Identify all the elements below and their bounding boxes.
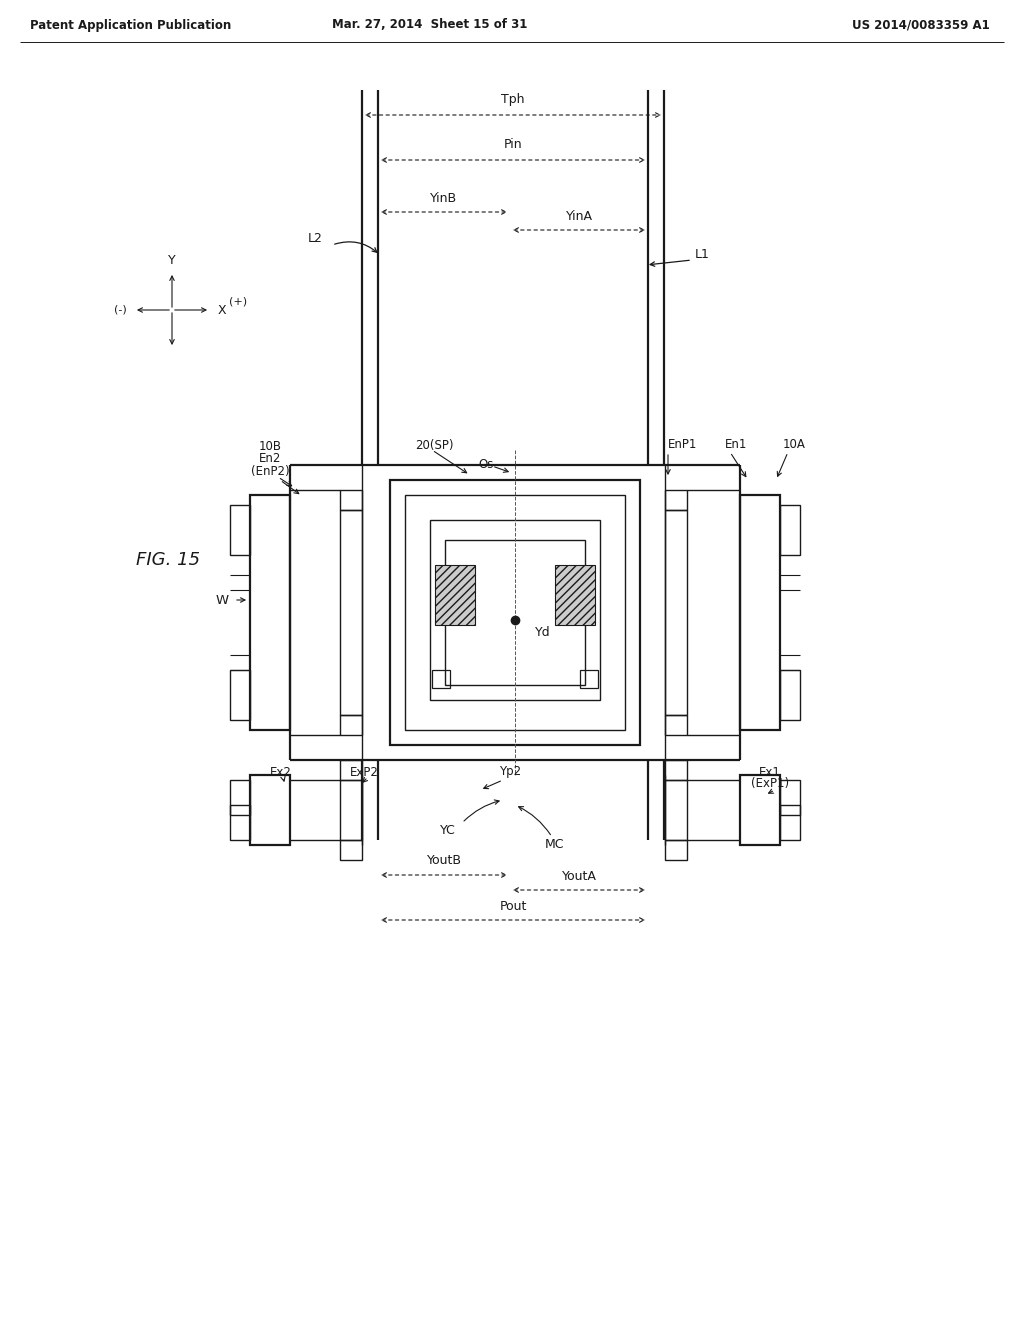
Text: Pout: Pout (500, 899, 526, 912)
Bar (390, 480, 640, 744)
Text: YinA: YinA (565, 210, 593, 223)
Text: Tph: Tph (502, 92, 524, 106)
Bar (250, 495, 290, 730)
Bar (665, 490, 687, 510)
Text: Pin: Pin (504, 137, 522, 150)
Text: 10B: 10B (258, 441, 282, 454)
Bar (435, 565, 475, 624)
Text: ExP2: ExP2 (350, 766, 379, 779)
Bar (230, 805, 250, 840)
Text: (ExP1): (ExP1) (751, 777, 790, 791)
Bar (740, 775, 780, 845)
Text: MC: MC (545, 837, 565, 850)
Text: Ex2: Ex2 (270, 766, 292, 779)
Text: Os: Os (478, 458, 494, 470)
Text: EnP1: EnP1 (668, 438, 697, 451)
Bar (430, 520, 600, 700)
Text: Mar. 27, 2014  Sheet 15 of 31: Mar. 27, 2014 Sheet 15 of 31 (333, 18, 527, 32)
Bar (250, 775, 290, 845)
Bar (580, 671, 598, 688)
Bar (406, 495, 625, 730)
Bar (445, 540, 585, 685)
Bar (780, 780, 800, 814)
Bar (340, 510, 362, 715)
Text: US 2014/0083359 A1: US 2014/0083359 A1 (852, 18, 990, 32)
Text: FIG. 15: FIG. 15 (136, 550, 200, 569)
Text: Patent Application Publication: Patent Application Publication (30, 18, 231, 32)
Bar (780, 805, 800, 840)
Text: YoutB: YoutB (427, 854, 462, 867)
Text: (-): (-) (114, 305, 126, 315)
Text: 10A: 10A (783, 438, 806, 451)
Bar (230, 671, 250, 719)
Bar (665, 510, 687, 715)
Text: YC: YC (440, 824, 456, 837)
Text: (EnP2): (EnP2) (251, 465, 290, 478)
Text: Ex1: Ex1 (759, 766, 781, 779)
Bar (340, 760, 362, 780)
Text: (+): (+) (229, 297, 247, 308)
Text: 20(SP): 20(SP) (415, 438, 454, 451)
Bar (665, 780, 687, 840)
Text: Y: Y (168, 253, 176, 267)
Bar (665, 715, 687, 735)
Bar (780, 506, 800, 554)
Bar (740, 495, 780, 730)
Bar (665, 840, 687, 861)
Bar (340, 780, 362, 840)
Bar (432, 671, 450, 688)
Text: L1: L1 (695, 248, 710, 261)
Bar (230, 506, 250, 554)
Text: W: W (215, 594, 228, 606)
Bar (340, 715, 362, 735)
Bar (665, 760, 687, 780)
Text: En1: En1 (725, 438, 748, 451)
Text: Yd: Yd (535, 626, 551, 639)
Text: YinB: YinB (430, 191, 458, 205)
Text: L2: L2 (308, 231, 323, 244)
Text: En2: En2 (259, 453, 282, 466)
Text: X: X (218, 304, 226, 317)
Text: YoutA: YoutA (561, 870, 596, 883)
Bar (340, 840, 362, 861)
Bar (340, 490, 362, 510)
Bar (780, 671, 800, 719)
Bar (555, 565, 595, 624)
Bar (230, 780, 250, 814)
Text: Yp2: Yp2 (499, 766, 521, 779)
